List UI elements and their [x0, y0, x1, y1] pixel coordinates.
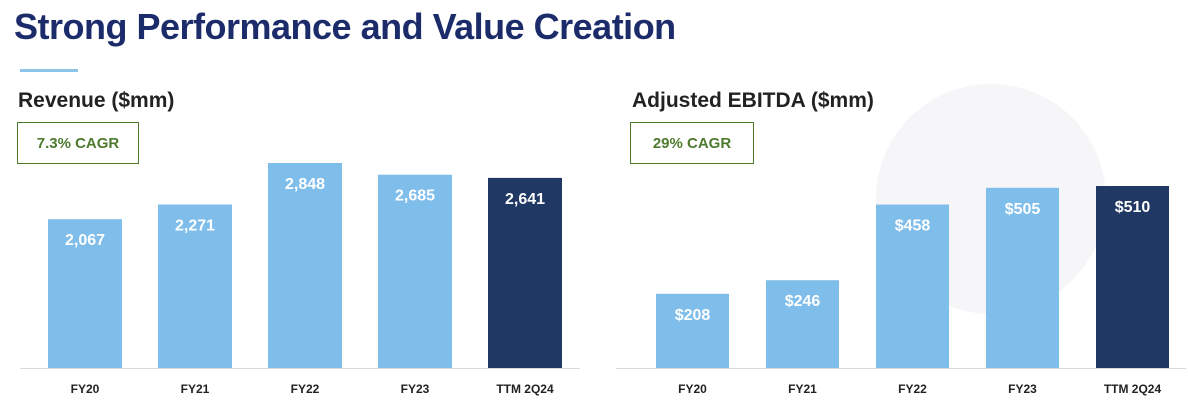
ebitda-bar-fy20 [656, 293, 729, 368]
ebitda-bar-ttm-2q24 [1096, 186, 1169, 368]
ebitda-chart-title: Adjusted EBITDA ($mm) [632, 89, 874, 112]
revenue-data-label: 2,271 [175, 218, 215, 235]
ebitda-data-label: $458 [895, 218, 931, 235]
ebitda-data-label: $246 [785, 293, 821, 310]
revenue-category-label: TTM 2Q24 [496, 382, 554, 396]
ebitda-data-label: $505 [1005, 201, 1041, 218]
ebitda-category-label: FY20 [678, 382, 707, 396]
ebitda-bar-chart: $208 FY20 $246 FY21 $458 FY22 $505 FY23 $510 TTM … [616, 186, 1186, 396]
revenue-chart-title: Revenue ($mm) [18, 89, 175, 112]
revenue-bar-fy20 [48, 219, 122, 368]
revenue-data-label: 2,848 [285, 176, 325, 193]
page-title: Strong Performance and Value Creation [14, 6, 676, 47]
ebitda-data-label: $208 [675, 307, 711, 324]
title-underline [20, 69, 78, 72]
revenue-category-label: FY23 [401, 382, 430, 396]
ebitda-bar-fy23 [986, 187, 1059, 368]
ebitda-bar-fy21 [766, 280, 839, 368]
revenue-bar-fy21 [158, 204, 232, 368]
ebitda-bar-fy22 [876, 204, 949, 368]
revenue-category-label: FY21 [181, 382, 210, 396]
revenue-bar-fy22 [268, 163, 342, 368]
ebitda-category-label: FY21 [788, 382, 817, 396]
revenue-data-label: 2,067 [65, 232, 105, 249]
ebitda-cagr-badge: 29% CAGR [630, 122, 754, 164]
revenue-cagr-badge: 7.3% CAGR [17, 122, 139, 164]
revenue-bar-fy23 [378, 174, 452, 368]
ebitda-category-label: TTM 2Q24 [1104, 382, 1162, 396]
ebitda-category-label: FY23 [1008, 382, 1037, 396]
revenue-bar-chart: 2,067 FY20 2,271 FY21 2,848 FY22 2,685 FY23 2,64… [20, 163, 580, 396]
revenue-category-label: FY22 [291, 382, 320, 396]
ebitda-data-label: $510 [1115, 199, 1151, 216]
ebitda-category-label: FY22 [898, 382, 927, 396]
revenue-data-label: 2,685 [395, 188, 435, 205]
revenue-category-label: FY20 [71, 382, 100, 396]
revenue-bar-ttm-2q24 [488, 177, 562, 368]
revenue-data-label: 2,641 [505, 191, 545, 208]
